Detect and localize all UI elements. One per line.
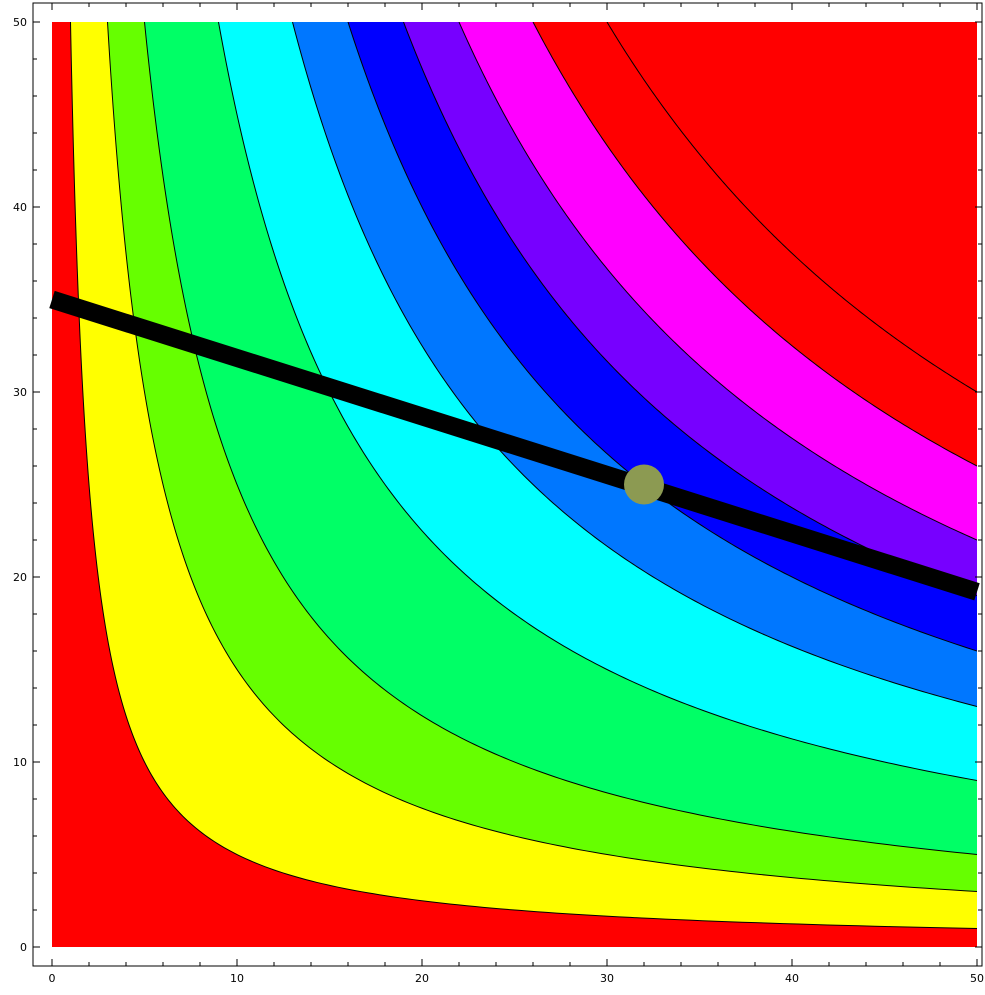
x-tick-label: 40: [785, 972, 799, 985]
contour-line: [458, 22, 977, 541]
contour-line: [70, 22, 977, 929]
contour-line: [532, 22, 977, 467]
y-tick-label: 50: [13, 16, 27, 29]
y-tick-label: 20: [13, 571, 27, 584]
optimum-point: [624, 464, 664, 505]
y-tick-label: 0: [20, 941, 27, 954]
contour-line: [347, 22, 977, 652]
y-tick-label: 30: [13, 386, 27, 399]
contour-line: [292, 22, 977, 707]
x-tick-label: 20: [415, 972, 429, 985]
contour-line: [606, 22, 977, 393]
chart-overlays: [49, 290, 980, 601]
y-tick-label: 10: [13, 756, 27, 769]
x-tick-label: 0: [49, 972, 56, 985]
contour-band: [52, 22, 977, 947]
y-tick-label: 40: [13, 201, 27, 214]
contour-band: [52, 22, 977, 947]
x-tick-label: 50: [970, 972, 984, 985]
chart-axes: 0 10 20 30 40 50 0 10 20 30 40 50: [13, 2, 984, 985]
contour-lines: [70, 22, 977, 929]
contour-line: [107, 22, 977, 892]
contour-line: [403, 22, 977, 596]
x-tick-label: 10: [230, 972, 244, 985]
contour-bands: [52, 22, 977, 947]
plot-frame: [32, 2, 983, 967]
budget-line: [49, 290, 980, 601]
x-tick-label: 30: [600, 972, 614, 985]
contour-line: [218, 22, 977, 781]
contour-line: [144, 22, 977, 855]
